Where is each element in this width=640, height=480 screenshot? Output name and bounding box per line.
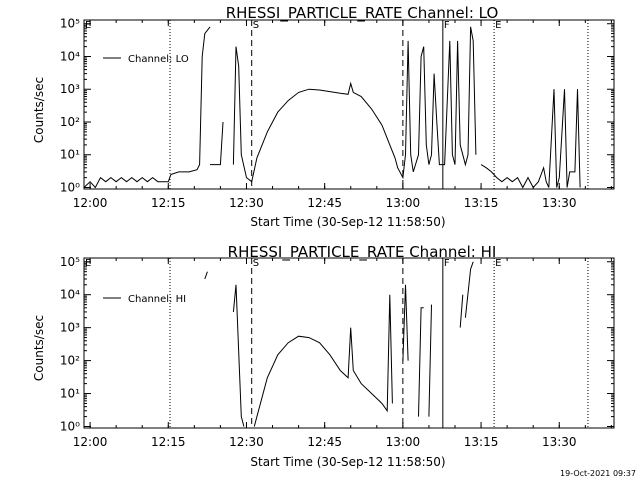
panel-lo-event-marker-label: E bbox=[495, 20, 501, 31]
panel-hi-y-tick-label: 10⁴ bbox=[60, 288, 80, 302]
panel-hi-series-segment bbox=[204, 271, 208, 280]
panel-lo-axes-frame bbox=[83, 19, 615, 190]
panel-lo-x-tick-label: 13:00 bbox=[386, 196, 421, 210]
panel-lo-legend-label: Channel: LO bbox=[128, 54, 189, 65]
panel-lo-y-tick-label: 10¹ bbox=[60, 148, 80, 162]
panel-hi-event-marker-label: E bbox=[85, 258, 91, 269]
panel-hi-plot-area: 12:00 12:15 12:30 12:45 13:00 13:15 13:30 10⁰ 10… bbox=[60, 255, 615, 449]
panel-lo-x-tick-label: 12:30 bbox=[229, 196, 264, 210]
panel-hi-x-axis-label: Start Time (30-Sep-12 11:58:50) bbox=[250, 455, 445, 469]
panel-lo-event-marker-label: E bbox=[85, 20, 91, 31]
panel-lo-x-tick-label: 12:00 bbox=[73, 196, 108, 210]
panel-hi-y-tick-label: 10³ bbox=[60, 321, 80, 335]
panel-lo-title: RHESSI_PARTICLE_RATE Channel: LO bbox=[226, 4, 499, 23]
panel-lo: RHESSI_PARTICLE_RATE Channel: LO Start T… bbox=[32, 4, 615, 229]
panel-hi-series-segment bbox=[232, 284, 245, 427]
panel-hi-event-marker-label: F bbox=[444, 258, 450, 269]
timestamp-footer: 19-Oct-2021 09:37 bbox=[560, 469, 636, 478]
panel-hi-legend-label: Channel: HI bbox=[128, 294, 186, 305]
panel-hi-series-segment bbox=[428, 304, 432, 417]
panel-hi-y-tick-label: 10⁵ bbox=[60, 255, 80, 269]
panel-lo-plot-area: 12:00 12:15 12:30 12:45 13:00 13:15 13:30 10⁰ 10… bbox=[60, 17, 615, 210]
panel-hi-x-tick-label: 13:15 bbox=[464, 435, 499, 449]
panel-hi-event-marker-label: E bbox=[495, 258, 501, 269]
panel-hi-axes-frame bbox=[83, 257, 615, 429]
panel-hi-series-segment bbox=[402, 284, 409, 361]
panel-lo-series-segment bbox=[83, 26, 211, 189]
panel-lo-legend: Channel: LO bbox=[103, 54, 189, 65]
panel-lo-y-axis-label: Counts/sec bbox=[32, 77, 46, 143]
panel-hi-y-tick-label: 10² bbox=[60, 354, 80, 368]
panel-lo-x-tick-label: 13:30 bbox=[542, 196, 577, 210]
panel-lo-series-segment bbox=[232, 26, 477, 183]
panel-lo-x-axis-label: Start Time (30-Sep-12 11:58:50) bbox=[250, 215, 445, 229]
panel-lo-y-tick-label: 10⁰ bbox=[60, 181, 80, 195]
panel-hi-x-tick-label: 12:15 bbox=[151, 435, 186, 449]
panel-hi-y-tick-label: 10⁰ bbox=[60, 419, 80, 433]
panel-hi-x-tick-label: 12:30 bbox=[229, 435, 264, 449]
panel-hi-y-tick-label: 10¹ bbox=[60, 387, 80, 401]
panel-lo-x-tick-label: 12:45 bbox=[307, 196, 342, 210]
panel-hi-event-marker-label: S bbox=[253, 258, 259, 269]
panel-lo-y-tick-label: 10⁴ bbox=[60, 49, 80, 63]
panel-hi-series-segment bbox=[464, 261, 474, 318]
panel-lo-event-marker-label: F bbox=[444, 20, 450, 31]
panel-hi-y-axis-label: Counts/sec bbox=[32, 315, 46, 381]
panel-lo-y-tick-label: 10² bbox=[60, 115, 80, 129]
panel-hi-series-segment bbox=[418, 307, 424, 417]
panel-lo-series-segment bbox=[480, 89, 581, 189]
panel-lo-series-segment bbox=[210, 121, 224, 166]
panel-hi-title: RHESSI_PARTICLE_RATE Channel: HI bbox=[228, 243, 497, 262]
panel-hi-x-tick-label: 13:30 bbox=[542, 435, 577, 449]
panel-hi-series-segment bbox=[253, 294, 393, 427]
panel-lo-x-tick-label: 12:15 bbox=[151, 196, 186, 210]
panel-hi: RHESSI_PARTICLE_RATE Channel: HI Start T… bbox=[32, 243, 615, 469]
panel-lo-event-marker-label: S bbox=[253, 20, 259, 31]
panel-hi-x-tick-label: 12:45 bbox=[307, 435, 342, 449]
panel-lo-y-tick-label: 10³ bbox=[60, 82, 80, 96]
panel-lo-x-tick-label: 13:15 bbox=[464, 196, 499, 210]
panel-hi-series-segment bbox=[459, 294, 464, 328]
panel-lo-y-tick-label: 10⁵ bbox=[60, 17, 80, 31]
panel-hi-x-tick-label: 12:00 bbox=[73, 435, 108, 449]
panel-hi-legend: Channel: HI bbox=[103, 294, 186, 305]
panel-hi-x-tick-label: 13:00 bbox=[386, 435, 421, 449]
